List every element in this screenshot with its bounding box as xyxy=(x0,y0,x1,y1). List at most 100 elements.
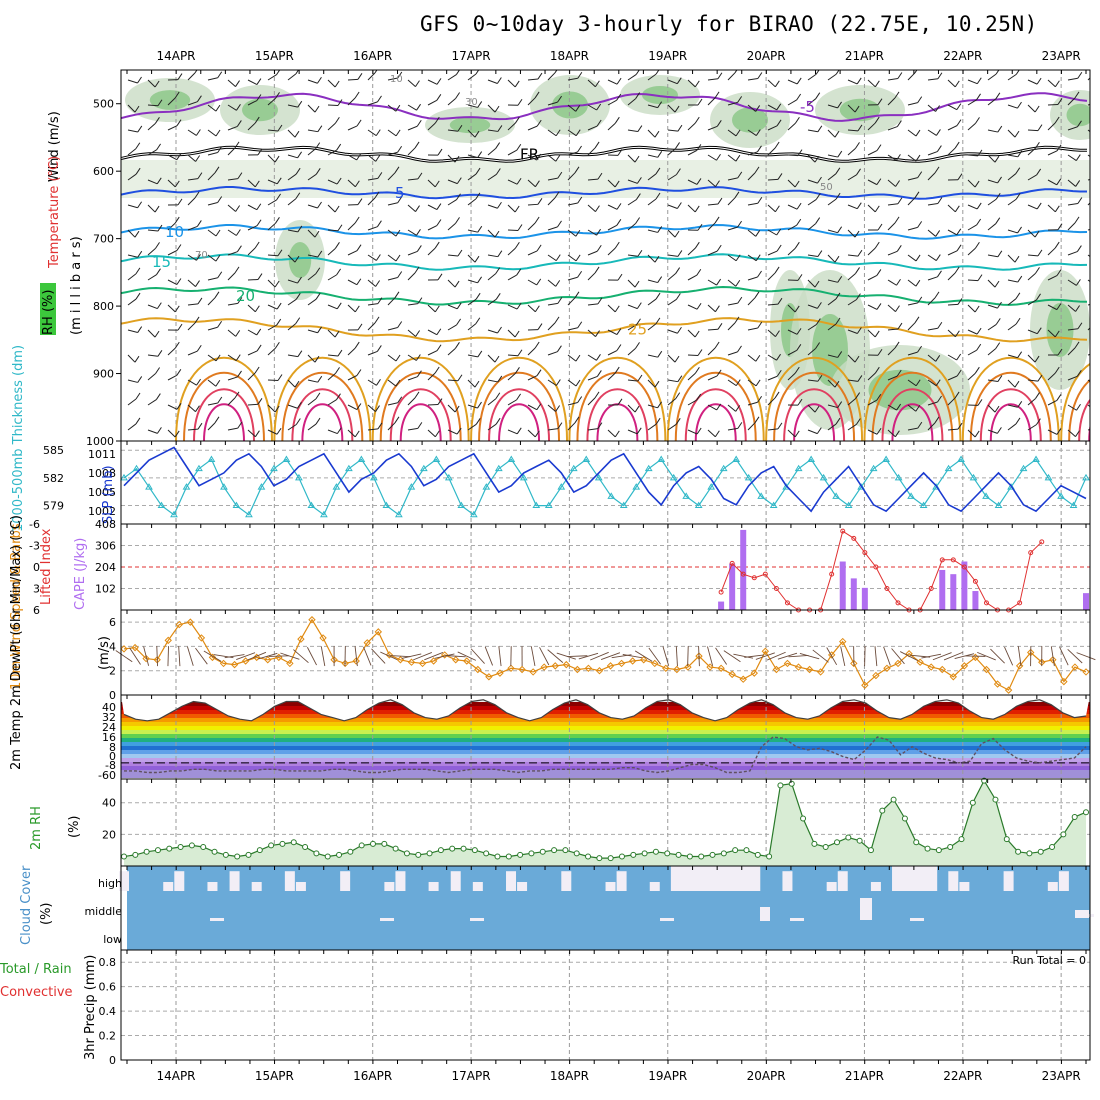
isotherm-label: 5 xyxy=(395,184,405,202)
wind-barb xyxy=(367,322,376,331)
wind-barb-flag xyxy=(395,354,401,362)
wind-barb xyxy=(887,203,898,206)
wind-barb xyxy=(727,379,737,387)
wind-barb xyxy=(987,179,998,184)
wind-barb xyxy=(1047,372,1056,381)
wind-barb xyxy=(1007,173,1017,181)
wind-barb-flag xyxy=(914,191,920,199)
wind-barb-flag xyxy=(937,197,943,204)
wind-barb-flag xyxy=(896,278,901,286)
wind-barb-flag xyxy=(617,273,623,281)
wind-barb-flag xyxy=(874,366,880,374)
wind-barb-flag xyxy=(497,201,502,209)
rh-point xyxy=(143,848,150,855)
wind-barb xyxy=(707,154,717,161)
wind-barb-flag xyxy=(336,143,342,151)
wind-barb xyxy=(487,398,497,406)
wind-barb-flag xyxy=(895,154,901,161)
wind-barb-flag xyxy=(196,254,201,261)
wind-barb-flag xyxy=(797,149,803,156)
wind-barb xyxy=(747,229,757,237)
wind-barb-flag xyxy=(737,345,742,353)
wind-speed-point xyxy=(938,665,946,674)
wind-barb-flag xyxy=(754,416,760,424)
thickness-point xyxy=(507,455,516,462)
wind-barb-flag xyxy=(714,216,720,224)
wind-barb-flag xyxy=(975,117,980,124)
wind-barb-flag xyxy=(214,166,220,174)
wind-barb xyxy=(207,277,218,281)
wind-barb-flag xyxy=(377,172,383,179)
wind-barb-flag xyxy=(197,95,202,102)
wind-barb-flag xyxy=(674,355,680,363)
wind-barb xyxy=(907,72,916,81)
wind-speed-point xyxy=(827,651,836,659)
warm-contour xyxy=(1068,379,1090,441)
wind-barb xyxy=(607,304,616,313)
thickness-point xyxy=(1082,473,1090,481)
rh-contour-label: 30 xyxy=(465,97,478,108)
wind-barb-flag xyxy=(956,369,962,377)
wind-barb xyxy=(847,424,857,431)
wind-barb xyxy=(727,72,736,81)
wind-speed-point xyxy=(673,665,681,674)
wind-barb xyxy=(967,247,976,256)
wind-speed-point xyxy=(982,665,991,674)
wind-barb-flag xyxy=(835,417,841,425)
li-tick-label: 6 xyxy=(33,604,40,617)
wind-barb-flag xyxy=(317,125,323,132)
wind-barb-flag xyxy=(514,205,520,213)
wind-barb xyxy=(667,423,677,431)
wind-speed-point xyxy=(529,668,537,676)
wind-barb-10m xyxy=(954,653,975,660)
wind-barb xyxy=(627,154,636,163)
wind-barb-10m xyxy=(943,651,963,661)
wind-barb xyxy=(487,298,497,306)
wind-barb-flag xyxy=(915,279,921,287)
wind-barb xyxy=(1067,304,1076,312)
rh-point xyxy=(449,845,456,852)
warm-contour xyxy=(783,388,846,441)
wind-barb xyxy=(607,224,618,231)
li-point xyxy=(1017,600,1023,606)
wind-barb-10m xyxy=(1076,652,1096,661)
wind-barb xyxy=(907,302,918,306)
wind-barb-flag xyxy=(236,120,242,127)
wind-barb-flag xyxy=(755,379,761,387)
rh-point xyxy=(188,842,195,849)
wind-barb-flag xyxy=(614,180,620,188)
wind-barb-flag xyxy=(455,70,461,75)
isotherm-label: FR xyxy=(520,145,539,163)
wind-barbs xyxy=(127,70,1090,438)
wind-barb xyxy=(347,125,358,131)
wind-barb xyxy=(247,403,259,406)
wind-barb-flag xyxy=(536,278,542,286)
precip-tick-label: 0 xyxy=(109,1054,116,1067)
wind-barb xyxy=(467,298,477,306)
wind-barb xyxy=(207,202,218,206)
wind-barb-flag xyxy=(295,167,301,175)
cloud-gap-high xyxy=(295,882,306,891)
wind-barb-flag xyxy=(237,370,242,378)
wind-speed-point xyxy=(916,658,924,666)
date-label-top: 20APR xyxy=(747,49,786,63)
wind-barb-flag xyxy=(777,173,783,180)
wind-barb xyxy=(227,302,238,306)
wind-barb-flag xyxy=(156,177,162,185)
wind-barb-flag xyxy=(854,230,860,238)
wind-barb xyxy=(847,254,858,257)
cloud-gap-middle xyxy=(1075,910,1089,918)
wind-barb-flag xyxy=(956,103,962,110)
wind-barb-flag xyxy=(616,344,622,351)
thickness-point xyxy=(744,473,753,481)
wind-barb xyxy=(887,404,897,411)
wind-barb xyxy=(527,375,538,381)
thickness-point xyxy=(419,464,428,472)
wind-barb-flag xyxy=(155,242,160,249)
wind-barb xyxy=(167,125,178,131)
wind-barb-flag xyxy=(694,366,700,374)
wind-barb-flag xyxy=(1075,180,1081,187)
wind-barb xyxy=(907,379,917,387)
wind-barb-flag xyxy=(934,416,940,424)
wind-barb xyxy=(867,329,876,338)
